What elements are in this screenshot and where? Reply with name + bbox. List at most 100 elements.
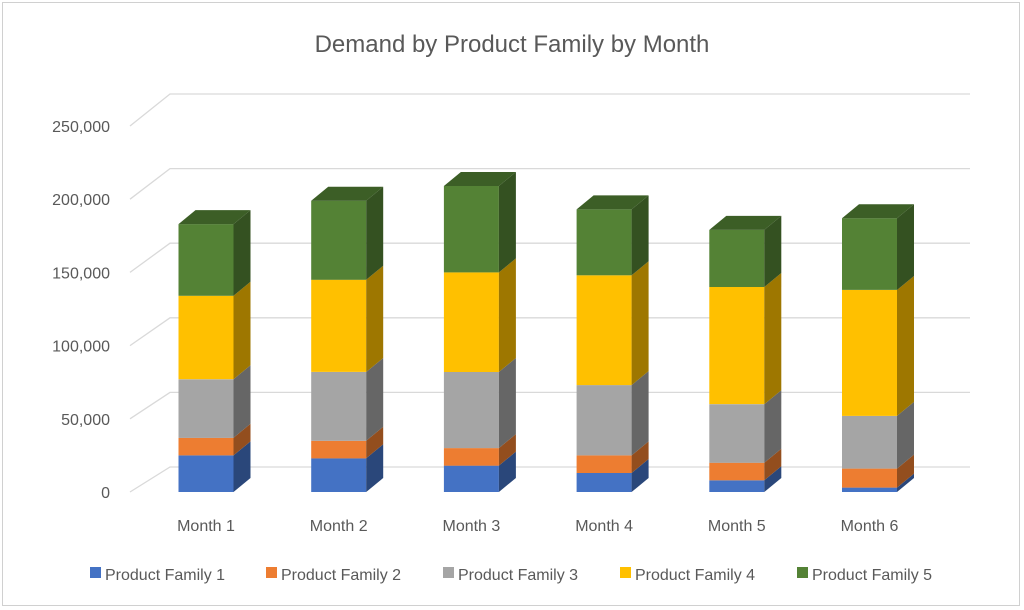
bar-side — [498, 434, 516, 466]
bar-side — [498, 258, 516, 372]
bar-side — [764, 448, 782, 481]
bar-top — [311, 186, 384, 201]
bar-stack — [311, 186, 384, 492]
bar-front — [311, 279, 367, 372]
bar-side — [764, 466, 782, 492]
bar-front — [443, 465, 499, 492]
bar-segment — [709, 273, 782, 405]
bar-front — [842, 218, 897, 290]
bar-stack — [178, 210, 251, 492]
bar-front — [842, 415, 897, 469]
bar-front — [178, 455, 234, 492]
gridline — [129, 317, 970, 347]
bar-segment — [311, 426, 384, 459]
bar-front — [576, 209, 632, 276]
x-tick-label: Month 3 — [442, 518, 500, 535]
legend-swatch — [90, 567, 101, 578]
legend: Product Family 1 Product Family 2 Product … — [90, 567, 932, 584]
bar-segment — [178, 423, 251, 456]
bar-segment — [576, 261, 649, 386]
bar-front — [842, 468, 897, 488]
bar-stack — [576, 195, 649, 492]
bar-segment — [178, 441, 251, 492]
bar-segment — [709, 390, 782, 463]
bar-side — [498, 451, 516, 492]
bar-segment — [178, 281, 251, 380]
bar-segment — [443, 451, 516, 492]
bar-top — [842, 204, 914, 219]
bar-front — [311, 372, 367, 441]
bar-side — [366, 444, 384, 492]
bar-segment — [709, 466, 782, 492]
bar-front — [311, 458, 367, 492]
legend-item: Product Family 5 — [797, 567, 932, 584]
x-tick-label: Month 4 — [575, 518, 633, 535]
bar-front — [178, 379, 234, 438]
legend-swatch — [620, 567, 631, 578]
legend-item: Product Family 1 — [90, 567, 225, 584]
bar-front — [576, 385, 632, 456]
legend-label: Product Family 2 — [281, 567, 401, 584]
bar-front — [443, 272, 499, 372]
bar-side — [631, 371, 649, 456]
bar-front — [576, 275, 632, 386]
x-tick-label: Month 6 — [841, 518, 899, 535]
gridline — [129, 391, 970, 420]
gridline — [129, 93, 970, 127]
x-tick-label: Month 2 — [310, 518, 368, 535]
x-axis-tick-labels: Month 1 Month 2 Month 3 Month 4 Month 5 Month… — [177, 518, 898, 535]
bar-side — [498, 358, 516, 449]
bar-front — [709, 229, 765, 287]
y-tick-label: 100,000 — [52, 339, 110, 356]
gridline — [129, 167, 970, 200]
gridline — [129, 466, 970, 493]
bar-front — [576, 455, 632, 473]
bar-side — [366, 265, 384, 372]
bar-front — [842, 290, 897, 416]
bar-segment — [842, 276, 914, 416]
bar-segment — [178, 365, 251, 438]
bar-segment — [178, 210, 251, 296]
bar-side — [764, 273, 782, 405]
bar-segment — [311, 444, 384, 492]
y-axis-tick-labels: 0 50,000 100,000 150,000 200,000 250,000 — [52, 119, 110, 502]
bar-side — [233, 365, 251, 438]
bar-side — [764, 215, 782, 287]
y-tick-label: 200,000 — [52, 192, 110, 209]
bar-segment — [709, 215, 782, 287]
bar-front — [178, 437, 234, 456]
y-tick-label: 0 — [101, 485, 110, 502]
bar-segment — [576, 371, 649, 456]
legend-swatch — [266, 567, 277, 578]
bar-side — [233, 281, 251, 380]
bar-side — [233, 441, 251, 492]
legend-item: Product Family 2 — [266, 567, 401, 584]
bar-top — [709, 215, 782, 230]
bar-side — [897, 473, 914, 492]
bar-side — [366, 186, 384, 280]
bar-front — [443, 448, 499, 466]
bar-front — [311, 200, 367, 280]
bar-front — [443, 186, 499, 273]
bar-segment — [709, 448, 782, 481]
bar-front — [709, 404, 765, 463]
legend-swatch — [443, 567, 454, 578]
bar-front — [709, 287, 765, 405]
bar-front — [709, 462, 765, 481]
legend-label: Product Family 4 — [635, 567, 755, 584]
bar-front — [576, 473, 632, 492]
x-tick-label: Month 1 — [177, 518, 235, 535]
bar-side — [897, 204, 914, 290]
legend-item: Product Family 4 — [620, 567, 755, 584]
bar-top — [576, 195, 649, 210]
bar-segment — [311, 265, 384, 372]
legend-swatch — [797, 567, 808, 578]
chart-title: Demand by Product Family by Month — [315, 31, 710, 58]
bar-stack — [443, 172, 516, 492]
legend-label: Product Family 3 — [458, 567, 578, 584]
bar-side — [631, 195, 649, 276]
bar-side — [631, 459, 649, 492]
bar-segment — [443, 358, 516, 449]
bar-front — [443, 372, 499, 449]
